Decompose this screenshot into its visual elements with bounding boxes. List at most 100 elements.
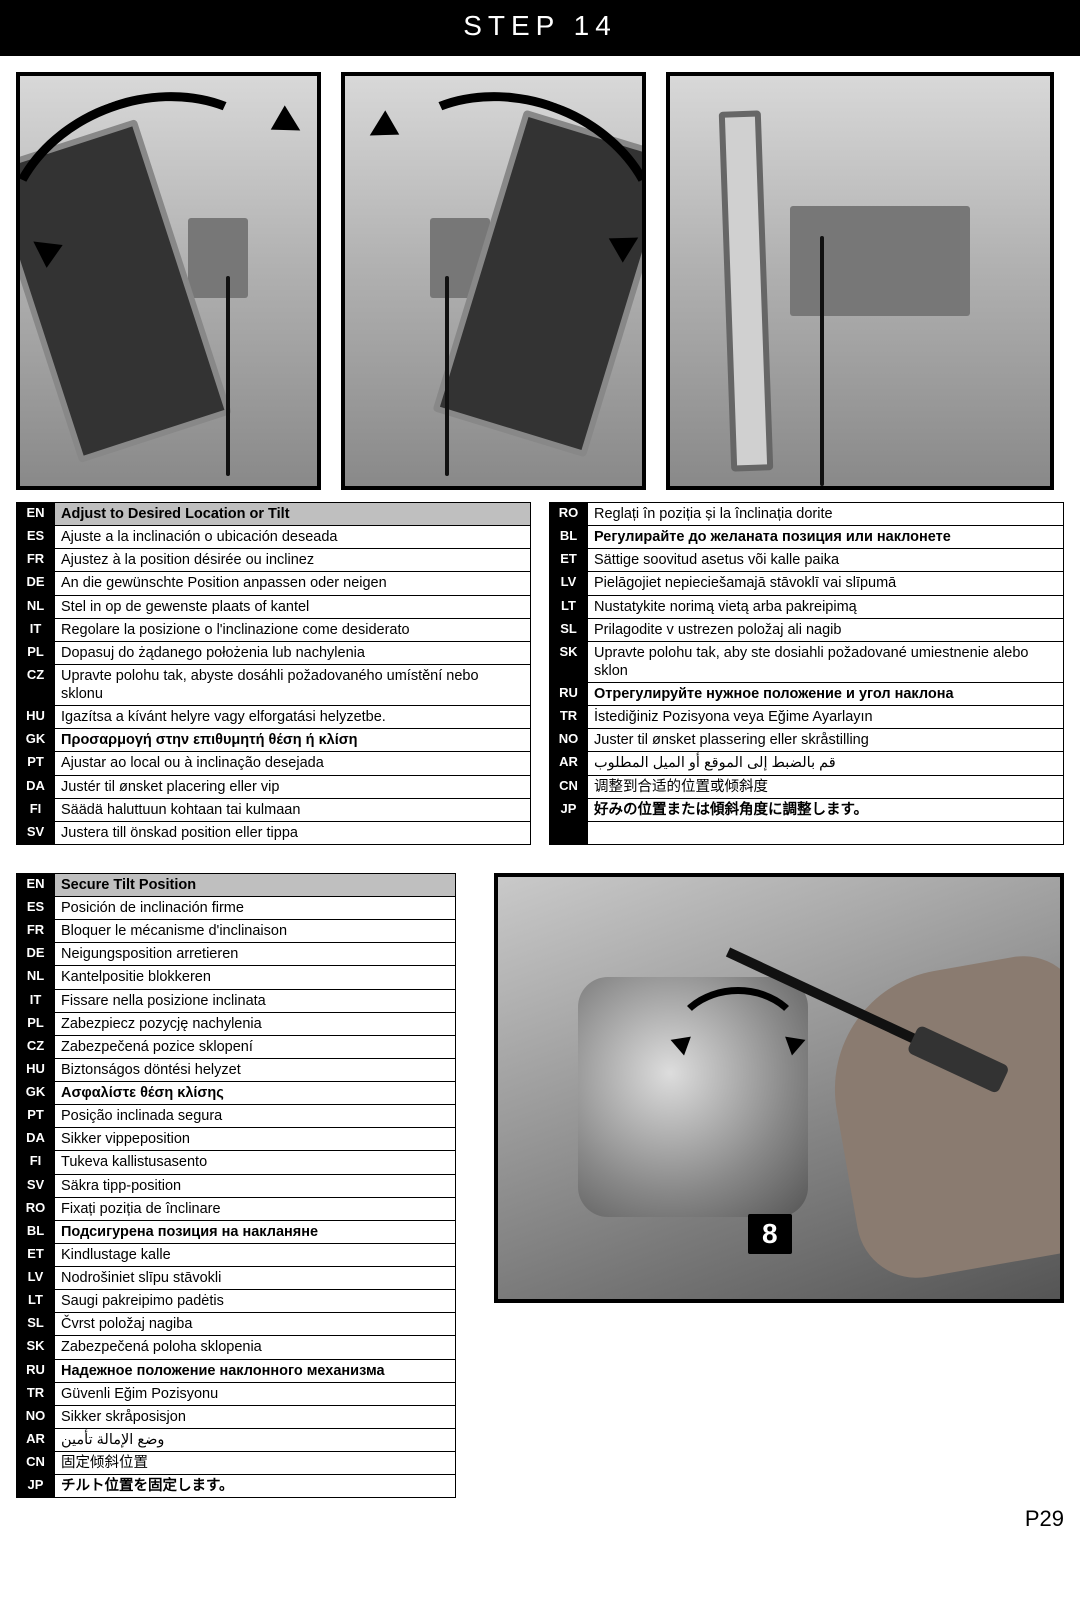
instruction-text: Ajuste a la inclinación o ubicación dese… xyxy=(55,526,531,549)
instruction-text: Ajustar ao local ou à inclinação desejad… xyxy=(55,752,531,775)
instruction-text: Zabezpečená pozice sklopení xyxy=(55,1035,456,1058)
lang-code: LV xyxy=(550,572,588,595)
instruction-text: Pielāgojiet nepieciešamajā stāvoklī vai … xyxy=(588,572,1064,595)
instruction-text: Posición de inclinación firme xyxy=(55,897,456,920)
instruction-text: 调整到合适的位置或倾斜度 xyxy=(588,775,1064,798)
lang-code: NL xyxy=(17,595,55,618)
lang-code: DE xyxy=(17,943,55,966)
part-callout-8: 8 xyxy=(748,1214,792,1254)
instruction-text: Prilagodite v ustrezen položaj ali nagib xyxy=(588,618,1064,641)
instruction-text: Čvrst položaj nagiba xyxy=(55,1313,456,1336)
lang-code: CN xyxy=(17,1452,55,1475)
instruction-text: An die gewünschte Position anpassen oder… xyxy=(55,572,531,595)
step-header: STEP 14 xyxy=(0,0,1080,56)
lang-code: SK xyxy=(17,1336,55,1359)
instruction-text: Kantelpositie blokkeren xyxy=(55,966,456,989)
table1-left: ENAdjust to Desired Location or TiltESAj… xyxy=(16,502,531,845)
instruction-text: チルト位置を固定します。 xyxy=(55,1475,456,1498)
table2: ENSecure Tilt PositionESPosición de incl… xyxy=(16,873,456,1498)
lang-code: FR xyxy=(17,920,55,943)
instruction-text: Sikker vippeposition xyxy=(55,1128,456,1151)
lang-code: EN xyxy=(17,873,55,896)
figure-tilt-left xyxy=(16,72,321,490)
lang-code: DA xyxy=(17,1128,55,1151)
lang-code: CN xyxy=(550,775,588,798)
instruction-text: Igazítsa a kívánt helyre vagy elforgatás… xyxy=(55,706,531,729)
instruction-text: Zabezpečená poloha sklopenia xyxy=(55,1336,456,1359)
page-number: P29 xyxy=(1025,1506,1064,1532)
lang-code: SK xyxy=(550,641,588,682)
lang-code: AR xyxy=(550,752,588,775)
instruction-text: Fissare nella posizione inclinata xyxy=(55,989,456,1012)
instruction-text: Bloquer le mécanisme d'inclinaison xyxy=(55,920,456,943)
lang-code: PL xyxy=(17,641,55,664)
lang-code: LT xyxy=(17,1290,55,1313)
lang-code: HU xyxy=(17,706,55,729)
lang-code: NL xyxy=(17,966,55,989)
instruction-text: Güvenli Eğim Pozisyonu xyxy=(55,1382,456,1405)
instruction-text: Tukeva kallistusasento xyxy=(55,1151,456,1174)
lang-code: TR xyxy=(550,706,588,729)
instruction-text: Ajustez à la position désirée ou incline… xyxy=(55,549,531,572)
lang-code: CZ xyxy=(17,1035,55,1058)
lang-code: PL xyxy=(17,1012,55,1035)
instruction-text: وضع الإمالة تأمين xyxy=(55,1428,456,1451)
lang-code: LV xyxy=(17,1267,55,1290)
lang-code: RO xyxy=(17,1197,55,1220)
lang-code: FI xyxy=(17,798,55,821)
lang-code: PT xyxy=(17,1105,55,1128)
section-2: ENSecure Tilt PositionESPosición de incl… xyxy=(0,853,1080,1504)
instruction-text: Upravte polohu tak, aby ste dosiahli pož… xyxy=(588,641,1064,682)
lang-code: RU xyxy=(17,1359,55,1382)
instruction-text: Justera till önskad position eller tippa xyxy=(55,821,531,844)
instruction-text: Juster til ønsket plassering eller skrås… xyxy=(588,729,1064,752)
lang-code: JP xyxy=(17,1475,55,1498)
instruction-text: Regolare la posizione o l'inclinazione c… xyxy=(55,618,531,641)
figure-side-view xyxy=(666,72,1054,490)
instruction-text: Justér til ønsket placering eller vip xyxy=(55,775,531,798)
lang-code: IT xyxy=(17,618,55,641)
lang-code: ES xyxy=(17,897,55,920)
lang-code: SV xyxy=(17,821,55,844)
lang-code: NO xyxy=(17,1405,55,1428)
lang-code: ET xyxy=(550,549,588,572)
instruction-text: 好みの位置または傾斜角度に調整します。 xyxy=(588,798,1064,821)
instruction-text: Προσαρμογή στην επιθυμητή θέση ή κλίση xyxy=(55,729,531,752)
instruction-text: Fixați poziția de înclinare xyxy=(55,1197,456,1220)
instruction-text: Регулирайте до желаната позиция или накл… xyxy=(588,526,1064,549)
instruction-text: Dopasuj do żądanego położenia lub nachyl… xyxy=(55,641,531,664)
instruction-text: Saugi pakreipimo padėtis xyxy=(55,1290,456,1313)
instruction-text: Upravte polohu tak, abyste dosáhli požad… xyxy=(55,664,531,705)
instruction-text: Подсигурена позиция на накланяне xyxy=(55,1220,456,1243)
instruction-text: Отрегулируйте нужное положение и угол на… xyxy=(588,683,1064,706)
lang-code: GK xyxy=(17,729,55,752)
lang-code: SL xyxy=(17,1313,55,1336)
instruction-text: Adjust to Desired Location or Tilt xyxy=(55,503,531,526)
lang-code: RO xyxy=(550,503,588,526)
instruction-text: Biztonságos döntési helyzet xyxy=(55,1058,456,1081)
figure-secure-tilt: 8 xyxy=(494,873,1064,1303)
lang-code: GK xyxy=(17,1082,55,1105)
lang-code: HU xyxy=(17,1058,55,1081)
instruction-text: Sikker skråposisjon xyxy=(55,1405,456,1428)
lang-code: SV xyxy=(17,1174,55,1197)
lang-code: DE xyxy=(17,572,55,595)
instruction-text: Säkra tipp-position xyxy=(55,1174,456,1197)
lang-code: RU xyxy=(550,683,588,706)
lang-code: EN xyxy=(17,503,55,526)
page: STEP 14 ENAdjust to Desired L xyxy=(0,0,1080,1534)
instruction-text: Posição inclinada segura xyxy=(55,1105,456,1128)
lang-code: ES xyxy=(17,526,55,549)
images-row xyxy=(0,56,1080,502)
instruction-text xyxy=(588,821,1064,844)
instruction-text: Säädä haluttuun kohtaan tai kulmaan xyxy=(55,798,531,821)
instruction-text: Sättige soovitud asetus või kalle paika xyxy=(588,549,1064,572)
instruction-text: Neigungsposition arretieren xyxy=(55,943,456,966)
table1-right: ROReglați în poziția și la înclinația do… xyxy=(549,502,1064,845)
instruction-text: Надежное положение наклонного механизма xyxy=(55,1359,456,1382)
lang-code: FI xyxy=(17,1151,55,1174)
lang-code: BL xyxy=(17,1220,55,1243)
instruction-text: قم بالضبط إلى الموقع أو الميل المطلوب xyxy=(588,752,1064,775)
instruction-text: Kindlustage kalle xyxy=(55,1243,456,1266)
figure-tilt-right xyxy=(341,72,646,490)
